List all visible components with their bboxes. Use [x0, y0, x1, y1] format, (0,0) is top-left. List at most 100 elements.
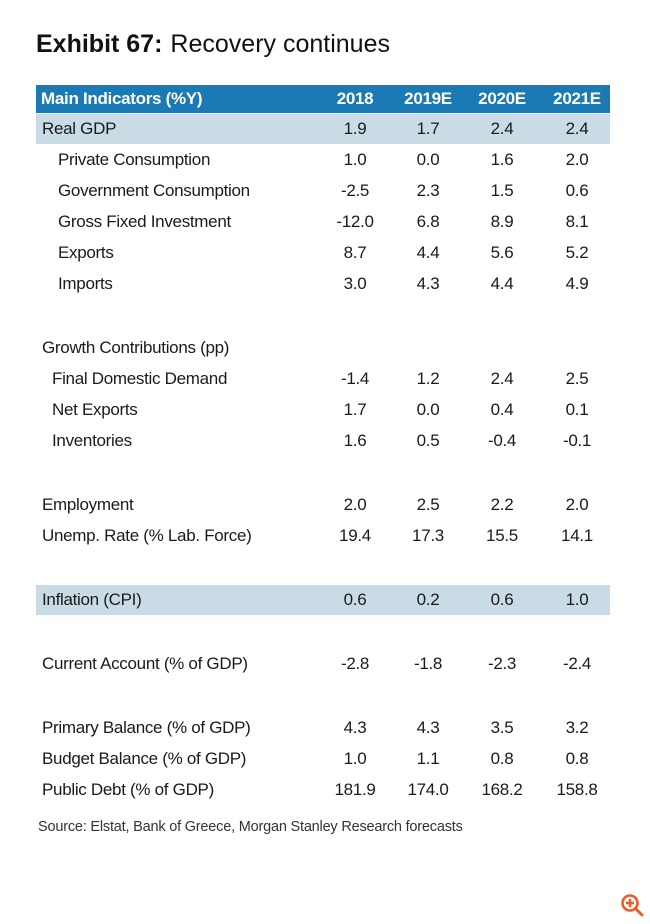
- row-label: Current Account (% of GDP): [42, 653, 248, 673]
- table-row: Primary Balance (% of GDP) 4.3 4.3 3.5 3.2: [36, 712, 610, 743]
- table-row: Inventories 1.6 0.5 -0.4 -0.1: [36, 425, 610, 456]
- cell-value: 0.6: [565, 180, 589, 200]
- table-body: Real GDP 1.9 1.7 2.4 2.4 Private Consumption 1…: [36, 114, 610, 805]
- indicators-table: Main Indicators (%Y) 2018 2019E 2020E 20…: [36, 85, 610, 805]
- table-row: Real GDP 1.9 1.7 2.4 2.4: [36, 114, 610, 144]
- cell-value: 2.0: [343, 494, 367, 514]
- table-row: Exports 8.7 4.4 5.6 5.2: [36, 237, 610, 268]
- row-label: Net Exports: [52, 399, 138, 419]
- row-label: Growth Contributions (pp): [42, 337, 230, 357]
- row-label: Unemp. Rate (% Lab. Force): [42, 525, 252, 545]
- cell-value: 4.9: [565, 273, 589, 293]
- cell-value: 15.5: [486, 525, 518, 545]
- cell-value: 14.1: [561, 525, 593, 545]
- exhibit-caption: Recovery continues: [170, 30, 390, 58]
- header-year: 2019E: [404, 89, 452, 108]
- zoom-in-icon[interactable]: [620, 893, 644, 917]
- cell-value: 6.8: [416, 211, 440, 231]
- cell-value: -1.4: [340, 368, 370, 388]
- exhibit-title: Exhibit 67: Recovery continues: [36, 30, 390, 59]
- spacer-row: [36, 679, 610, 712]
- header-label: Main Indicators (%Y): [41, 89, 203, 108]
- cell-value: 158.8: [556, 779, 598, 799]
- cell-value: 0.5: [416, 430, 440, 450]
- cell-value: 2.4: [490, 119, 514, 138]
- table-row: Growth Contributions (pp): [36, 332, 610, 363]
- cell-value: 181.9: [334, 779, 376, 799]
- cell-value: 0.8: [490, 748, 514, 768]
- cell-value: -0.4: [487, 430, 517, 450]
- row-label: Government Consumption: [58, 180, 250, 200]
- cell-value: 2.5: [565, 368, 589, 388]
- cell-value: 3.5: [490, 717, 514, 737]
- cell-value: 1.6: [490, 149, 514, 169]
- cell-value: -2.5: [340, 180, 370, 200]
- table-row: Imports 3.0 4.3 4.4 4.9: [36, 268, 610, 299]
- cell-value: 4.3: [416, 273, 440, 293]
- cell-value: 2.2: [490, 494, 514, 514]
- cell-value: -2.8: [340, 653, 370, 673]
- cell-value: 0.0: [416, 399, 440, 419]
- table-row: Budget Balance (% of GDP) 1.0 1.1 0.8 0.8: [36, 743, 610, 774]
- cell-value: 1.2: [416, 368, 440, 388]
- cell-value: 1.0: [343, 748, 367, 768]
- cell-value: 1.7: [343, 399, 367, 419]
- cell-value: -1.8: [413, 653, 443, 673]
- cell-value: 1.9: [343, 119, 367, 138]
- cell-value: 17.3: [412, 525, 444, 545]
- row-label: Inventories: [52, 430, 132, 450]
- cell-value: 0.1: [565, 399, 589, 419]
- cell-value: 2.3: [416, 180, 440, 200]
- cell-value: 3.0: [343, 273, 367, 293]
- cell-value: 0.6: [343, 590, 367, 609]
- table-row: Public Debt (% of GDP) 181.9 174.0 168.2 158…: [36, 774, 610, 805]
- cell-value: 3.2: [565, 717, 589, 737]
- cell-value: 1.6: [343, 430, 367, 450]
- cell-value: 1.7: [416, 119, 440, 138]
- cell-value: 2.5: [416, 494, 440, 514]
- row-label: Employment: [42, 494, 134, 514]
- cell-value: 0.6: [490, 590, 514, 609]
- row-label: Primary Balance (% of GDP): [42, 717, 251, 737]
- cell-value: -0.1: [562, 430, 592, 450]
- cell-value: 8.9: [490, 211, 514, 231]
- table-row: Net Exports 1.7 0.0 0.4 0.1: [36, 394, 610, 425]
- cell-value: -12.0: [336, 211, 374, 231]
- spacer-row: [36, 456, 610, 489]
- cell-value: -2.4: [562, 653, 592, 673]
- cell-value: 4.4: [416, 242, 440, 262]
- cell-value: 4.3: [343, 717, 367, 737]
- header-year: 2020E: [478, 89, 526, 108]
- cell-value: 2.4: [565, 119, 589, 138]
- cell-value: 5.6: [490, 242, 514, 262]
- cell-value: 174.0: [407, 779, 449, 799]
- cell-value: 5.2: [565, 242, 589, 262]
- cell-value: 1.0: [343, 149, 367, 169]
- table-row: Final Domestic Demand -1.4 1.2 2.4 2.5: [36, 363, 610, 394]
- cell-value: 168.2: [481, 779, 523, 799]
- cell-value: 0.0: [416, 149, 440, 169]
- cell-value: 2.0: [565, 494, 589, 514]
- row-label: Gross Fixed Investment: [58, 211, 231, 231]
- table-row: Government Consumption -2.5 2.3 1.5 0.6: [36, 175, 610, 206]
- cell-value: 0.4: [490, 399, 514, 419]
- table-row: Unemp. Rate (% Lab. Force) 19.4 17.3 15.5 14…: [36, 520, 610, 551]
- source-note: Source: Elstat, Bank of Greece, Morgan S…: [38, 819, 463, 835]
- spacer-row: [36, 551, 610, 584]
- header-year: 2021E: [553, 89, 601, 108]
- table-header: Main Indicators (%Y) 2018 2019E 2020E 20…: [36, 85, 610, 113]
- table-row: Current Account (% of GDP) -2.8 -1.8 -2.3 -2…: [36, 648, 610, 679]
- row-label: Final Domestic Demand: [52, 368, 228, 388]
- row-label: Budget Balance (% of GDP): [42, 748, 247, 768]
- cell-value: 1.5: [490, 180, 514, 200]
- cell-value: -2.3: [487, 653, 517, 673]
- table-row: Employment 2.0 2.5 2.2 2.0: [36, 489, 610, 520]
- cell-value: 2.4: [490, 368, 514, 388]
- row-label: Imports: [58, 273, 113, 293]
- cell-value: 4.3: [416, 717, 440, 737]
- cell-value: 0.2: [416, 590, 440, 609]
- row-label: Real GDP: [42, 119, 117, 138]
- cell-value: 1.1: [416, 748, 440, 768]
- spacer-row: [36, 299, 610, 332]
- cell-value: 4.4: [490, 273, 514, 293]
